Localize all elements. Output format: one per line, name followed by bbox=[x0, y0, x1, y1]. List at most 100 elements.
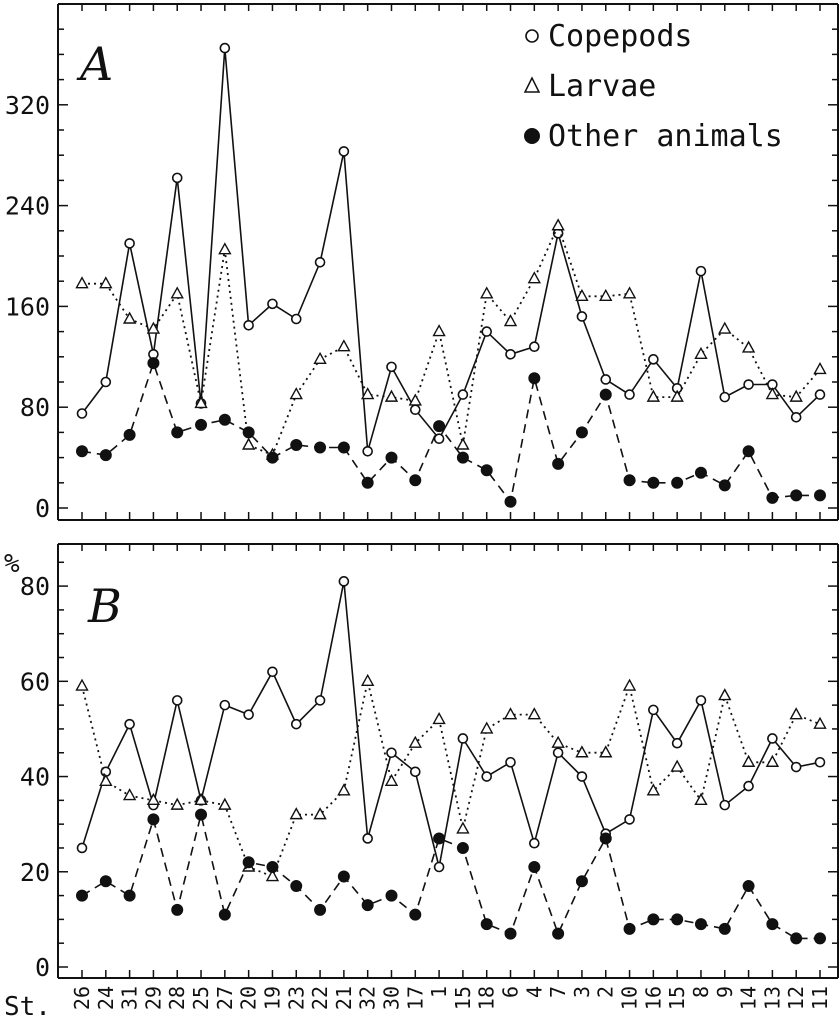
data-point-other-animals bbox=[218, 908, 231, 921]
y-tick-label: 320 bbox=[5, 91, 50, 120]
data-point-copepods bbox=[457, 733, 469, 744]
x-tick-label: 20 bbox=[237, 986, 261, 1010]
data-point-larvae bbox=[218, 797, 232, 810]
data-point-other-animals bbox=[599, 832, 612, 845]
data-point-copepods bbox=[124, 718, 135, 730]
data-point-copepods bbox=[671, 737, 683, 749]
data-point-larvae bbox=[503, 314, 518, 327]
data-point-copepods bbox=[576, 311, 588, 322]
data-point-larvae bbox=[670, 759, 684, 772]
data-point-copepods bbox=[529, 837, 540, 849]
y-tick-label: 0 bbox=[35, 494, 50, 523]
legend-entry: Other animals bbox=[548, 119, 783, 154]
data-point-other-animals bbox=[742, 880, 755, 893]
data-point-larvae bbox=[170, 286, 184, 299]
x-tick-label: 8 bbox=[689, 986, 713, 998]
data-point-other-animals bbox=[314, 903, 327, 916]
x-tick-label: 4 bbox=[522, 986, 546, 998]
data-point-larvae bbox=[646, 389, 661, 402]
x-tick-label: 30 bbox=[379, 986, 403, 1010]
data-point-copepods bbox=[457, 389, 469, 400]
data-point-copepods bbox=[433, 433, 445, 445]
data-point-other-animals bbox=[480, 464, 493, 477]
data-point-other-animals bbox=[575, 875, 588, 888]
data-point-copepods bbox=[243, 709, 254, 720]
data-point-copepods bbox=[529, 341, 540, 353]
data-point-other-animals bbox=[718, 479, 731, 492]
data-point-other-animals bbox=[647, 476, 660, 489]
x-tick-label: 14 bbox=[737, 986, 761, 1010]
data-point-other-animals bbox=[409, 474, 422, 487]
data-point-other-animals bbox=[433, 420, 446, 433]
data-point-other-animals bbox=[671, 476, 684, 489]
x-tick-label: 17 bbox=[403, 986, 427, 1010]
data-point-copepods bbox=[219, 42, 231, 54]
data-point-copepods bbox=[171, 172, 183, 184]
data-point-copepods bbox=[362, 445, 373, 457]
legend-entry: Larvae bbox=[548, 69, 656, 104]
data-point-copepods bbox=[814, 389, 826, 400]
data-point-larvae bbox=[646, 783, 661, 796]
data-point-other-animals bbox=[766, 491, 779, 504]
data-point-other-animals bbox=[623, 922, 636, 935]
data-point-other-animals bbox=[456, 841, 469, 854]
data-point-other-animals bbox=[814, 932, 826, 945]
data-point-larvae bbox=[218, 242, 232, 255]
x-tick-label: 13 bbox=[760, 986, 784, 1010]
data-point-copepods bbox=[409, 766, 421, 778]
data-point-other-animals bbox=[814, 489, 826, 502]
data-point-larvae bbox=[622, 286, 637, 299]
data-point-other-animals bbox=[433, 832, 446, 845]
data-point-larvae bbox=[408, 735, 422, 748]
data-point-larvae bbox=[146, 321, 161, 334]
data-point-larvae bbox=[170, 797, 184, 810]
data-point-copepods bbox=[481, 326, 493, 337]
data-point-copepods bbox=[743, 780, 754, 792]
series-line-other-animals bbox=[81, 360, 820, 504]
data-point-other-animals bbox=[242, 856, 255, 869]
data-point-larvae bbox=[741, 754, 756, 767]
data-point-larvae bbox=[503, 707, 518, 720]
y-axis-label: % bbox=[4, 549, 20, 579]
x-tick-label: 18 bbox=[475, 986, 499, 1010]
data-point-larvae bbox=[75, 276, 89, 289]
data-point-larvae bbox=[289, 807, 303, 820]
legend-marker bbox=[523, 76, 541, 93]
data-point-other-animals bbox=[528, 372, 541, 385]
legend-marker bbox=[525, 29, 539, 43]
x-tick-label: 31 bbox=[118, 986, 142, 1010]
data-point-other-animals bbox=[337, 870, 350, 883]
data-point-larvae bbox=[718, 321, 732, 334]
data-point-copepods bbox=[648, 354, 659, 365]
data-point-copepods bbox=[719, 391, 731, 403]
x-tick-label: 9 bbox=[713, 986, 737, 998]
data-point-other-animals bbox=[147, 357, 160, 370]
x-tick-label: 15 bbox=[451, 986, 475, 1010]
data-point-other-animals bbox=[504, 927, 517, 940]
data-point-larvae bbox=[360, 673, 375, 687]
data-point-copepods bbox=[338, 146, 350, 157]
data-point-other-animals bbox=[790, 489, 803, 502]
data-point-larvae bbox=[194, 792, 208, 806]
data-point-copepods bbox=[624, 814, 635, 825]
data-point-other-animals bbox=[99, 875, 112, 888]
data-point-other-animals bbox=[552, 457, 565, 470]
data-point-copepods bbox=[290, 313, 302, 325]
data-point-other-animals bbox=[290, 439, 303, 451]
data-point-other-animals bbox=[409, 908, 422, 921]
data-point-copepods bbox=[790, 411, 802, 423]
data-point-larvae bbox=[99, 773, 113, 787]
data-point-larvae bbox=[789, 389, 803, 402]
data-point-copepods bbox=[76, 842, 88, 854]
data-point-copepods bbox=[600, 374, 612, 385]
data-point-larvae bbox=[384, 773, 399, 787]
data-point-other-animals bbox=[171, 903, 184, 916]
x-tick-label: 32 bbox=[356, 986, 380, 1010]
data-point-copepods bbox=[219, 699, 231, 711]
x-tick-label: 3 bbox=[570, 986, 594, 998]
data-point-copepods bbox=[243, 319, 254, 331]
data-point-other-animals bbox=[76, 445, 88, 458]
data-point-larvae bbox=[694, 792, 708, 806]
data-point-copepods bbox=[267, 666, 278, 678]
